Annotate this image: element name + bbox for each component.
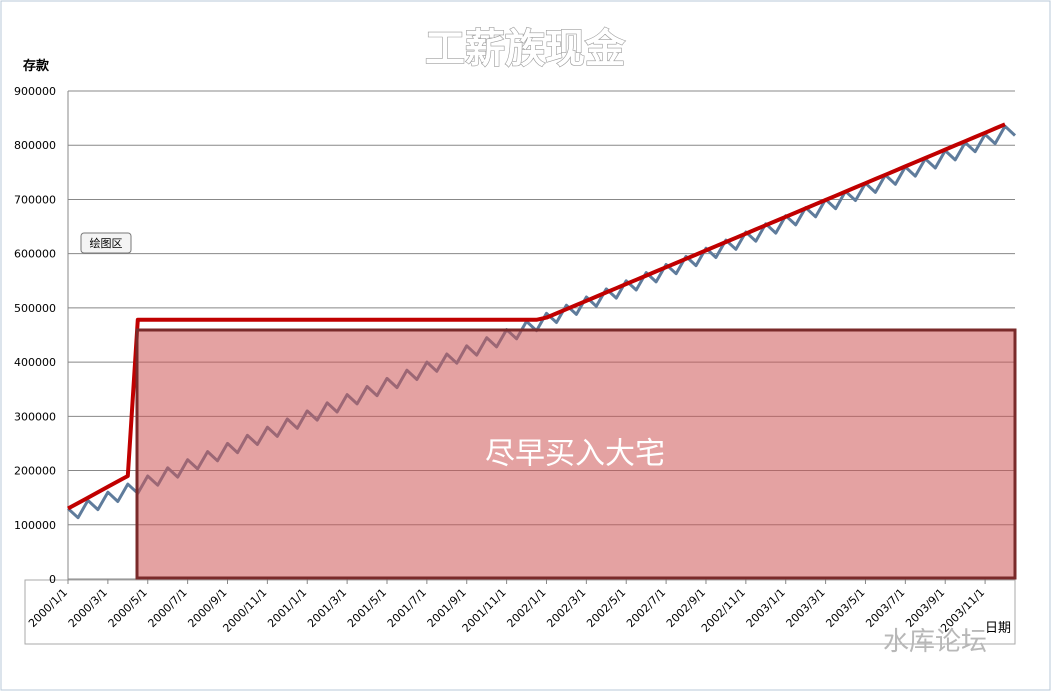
series-line <box>67 122 1006 511</box>
x-axis-label: 日期 <box>985 621 1011 636</box>
y-axis-label: 存款 <box>23 58 50 74</box>
y-tick-label: 0 <box>49 573 56 586</box>
y-tick-label: 300000 <box>14 410 56 423</box>
annotation: 尽早买入大宅 <box>485 437 665 472</box>
y-tick-label: 400000 <box>14 356 56 369</box>
highlight-box <box>135 328 1017 580</box>
axis-label-box <box>24 579 1016 645</box>
y-tick-label: 600000 <box>14 248 56 261</box>
tooltip-box <box>80 232 132 254</box>
y-tick-label: 700000 <box>14 193 56 206</box>
y-tick-label: 800000 <box>14 139 56 152</box>
chart-title: 工薪族现金 <box>425 26 626 72</box>
y-tick-label: 900000 <box>14 85 56 98</box>
y-tick-label: 500000 <box>14 302 56 315</box>
y-tick-label: 100000 <box>14 519 56 532</box>
watermark: 水库论坛 <box>883 627 987 657</box>
y-tick-label: 200000 <box>14 465 56 478</box>
tooltip: 绘图区 <box>90 236 123 250</box>
